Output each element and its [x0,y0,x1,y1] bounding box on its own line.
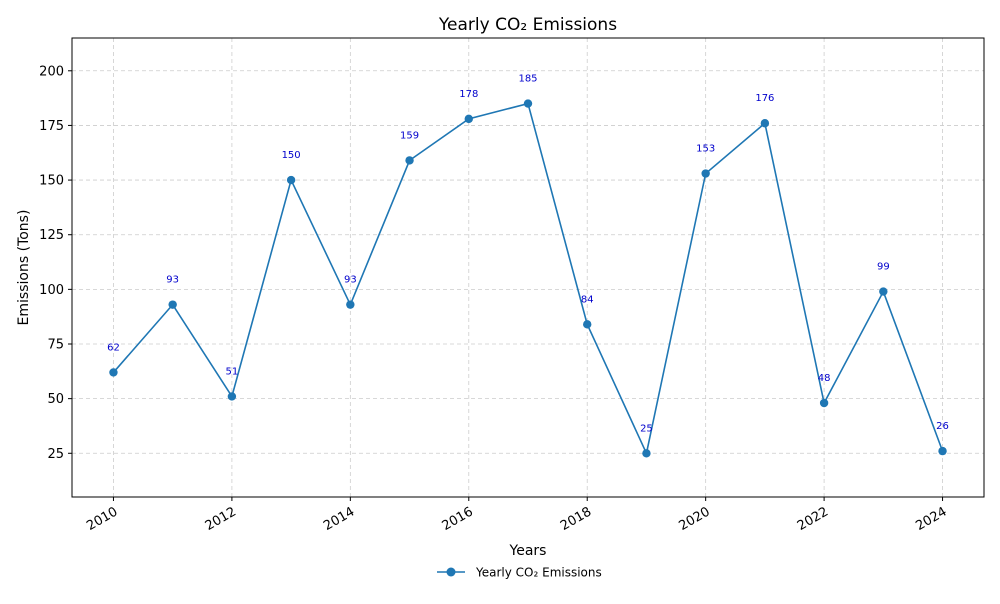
data-point [168,300,177,309]
data-point [109,368,118,377]
data-point [760,119,770,128]
data-label: 93 [166,275,179,286]
data-point [938,446,947,456]
data-label: 26 [936,421,949,432]
chart-title: Yearly CO₂ Emissions [438,15,617,35]
data-point [701,169,710,178]
x-tick-label: 2012 [203,504,239,534]
data-labels: 62 93 51 150 93 159 178 185 84 25 153 176 48 99 26 [107,74,949,435]
y-tick-label: 100 [39,283,64,298]
data-point [523,99,533,108]
data-label: 25 [640,423,653,434]
x-tick-label: 2010 [84,504,120,534]
data-label: 51 [226,366,239,377]
data-label: 99 [877,262,890,273]
x-tick-label: 2024 [913,504,949,534]
grid [72,38,984,497]
x-tick-label: 2018 [558,504,594,534]
y-tick-label: 150 [39,174,64,189]
legend: Yearly CO₂ Emissions [437,566,602,580]
data-point [642,449,651,458]
data-label: 176 [755,93,774,104]
data-label: 48 [818,373,831,384]
data-label: 153 [696,144,715,155]
y-tick-label: 25 [47,447,64,462]
x-tick-label: 2022 [795,504,831,534]
data-label: 93 [344,275,357,286]
data-point [405,156,414,165]
x-tick-label: 2020 [677,504,713,534]
legend-point-marker [446,567,456,577]
data-label: 159 [400,130,419,141]
x-tick-label: 2016 [440,504,476,534]
x-tick-label: 2014 [321,504,357,534]
series [109,99,947,458]
y-tick-label: 175 [39,119,64,134]
y-tick-label: 50 [47,392,64,407]
data-label: 84 [581,294,594,305]
data-label: 150 [282,150,301,161]
legend-label: Yearly CO₂ Emissions [475,566,602,580]
y-axis-ticks: 25 50 75 100 125 150 175 200 [39,64,72,462]
data-point [346,300,355,309]
plot-frame [71,37,985,498]
data-point [227,392,237,401]
series-line [112,102,944,456]
y-tick-label: 125 [39,228,64,243]
data-label: 62 [107,342,120,353]
data-point [819,398,829,408]
x-axis-label: Years [509,543,547,559]
y-tick-label: 200 [39,64,64,79]
y-axis-label: Emissions (Tons) [16,210,32,326]
data-point [286,175,296,185]
data-label: 185 [518,74,537,85]
data-label: 178 [459,89,478,100]
x-axis-ticks: 2010 2012 2014 2016 2018 2020 2022 2024 [84,497,950,534]
data-point [879,287,888,296]
data-point [464,114,473,124]
y-tick-label: 75 [47,338,64,353]
data-point [583,320,592,329]
